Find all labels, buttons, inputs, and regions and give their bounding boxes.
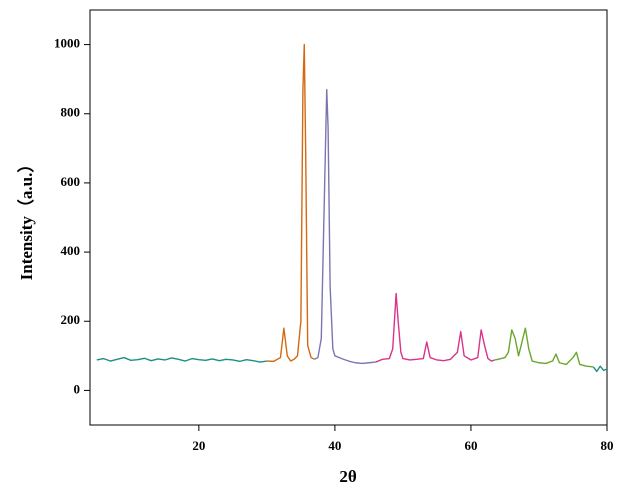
y-tick-label: 200 <box>61 312 81 327</box>
y-tick-label: 800 <box>61 105 81 120</box>
y-tick-label: 400 <box>61 243 81 258</box>
x-tick-label: 20 <box>192 438 205 453</box>
y-tick-label: 1000 <box>54 36 80 51</box>
data-line <box>494 327 594 368</box>
x-axis-label: 2θ <box>339 467 357 486</box>
x-tick-label: 80 <box>601 438 614 453</box>
x-tick-label: 40 <box>328 438 341 453</box>
y-axis-label: Intensity（a.u.） <box>16 156 36 281</box>
x-tick-label: 60 <box>464 438 477 453</box>
y-tick-label: 600 <box>61 174 81 189</box>
plot-frame <box>89 9 608 426</box>
y-tick-label: 0 <box>74 381 81 396</box>
data-line <box>592 365 608 373</box>
data-line <box>314 88 376 365</box>
data-line <box>266 43 315 363</box>
data-line <box>96 356 267 363</box>
data-line <box>375 292 495 363</box>
